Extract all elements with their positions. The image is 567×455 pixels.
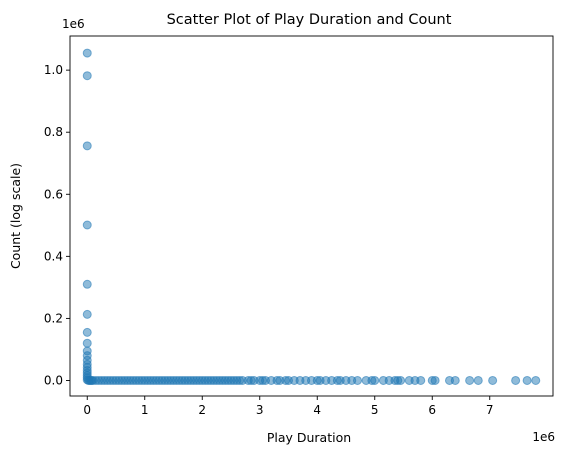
- scatter-point: [465, 375, 475, 385]
- x-tick-label: 4: [313, 403, 321, 417]
- x-tick-label: 6: [428, 403, 436, 417]
- points-layer: [82, 48, 541, 385]
- scatter-point: [82, 141, 92, 151]
- chart-title: Scatter Plot of Play Duration and Count: [167, 12, 452, 28]
- y-axis-offset-label: 1e6: [62, 17, 85, 31]
- x-tick-label: 0: [83, 403, 91, 417]
- scatter-point: [473, 375, 483, 385]
- scatter-point: [450, 375, 460, 385]
- y-tick-label: 0.8: [44, 125, 63, 139]
- scatter-point: [430, 375, 440, 385]
- scatter-point: [488, 375, 498, 385]
- x-axis: 0 1 2 3 4 5 6 7: [83, 396, 494, 417]
- scatter-point: [370, 375, 380, 385]
- plot-frame: [69, 35, 554, 397]
- x-tick-label: 1: [141, 403, 149, 417]
- scatter-point: [82, 220, 92, 230]
- y-tick-label: 0.4: [44, 249, 63, 263]
- y-tick-label: 0.2: [44, 311, 63, 325]
- x-axis-label: Play Duration: [267, 430, 351, 445]
- scatter-point: [82, 327, 92, 337]
- y-tick-label: 0.6: [44, 187, 63, 201]
- x-tick-label: 5: [371, 403, 379, 417]
- y-tick-label: 0.0: [44, 373, 63, 387]
- y-axis-label: Count (log scale): [8, 163, 23, 269]
- scatter-point: [353, 375, 362, 385]
- scatter-point: [511, 375, 521, 385]
- scatter-point: [82, 309, 92, 319]
- scatter-point: [82, 48, 92, 58]
- scatter-point: [531, 375, 541, 385]
- x-axis-offset-label: 1e6: [532, 430, 555, 444]
- scatter-point: [416, 375, 426, 385]
- scatter-point: [82, 279, 92, 289]
- x-tick-label: 7: [486, 403, 494, 417]
- x-tick-label: 3: [256, 403, 264, 417]
- scatter-point: [396, 375, 406, 385]
- scatter-point: [82, 338, 92, 348]
- scatter-point: [522, 375, 532, 385]
- y-tick-label: 1.0: [44, 63, 63, 77]
- x-tick-label: 2: [198, 403, 206, 417]
- scatter-point: [82, 71, 92, 81]
- y-axis: 0.0 0.2 0.4 0.6 0.8 1.0: [44, 63, 70, 387]
